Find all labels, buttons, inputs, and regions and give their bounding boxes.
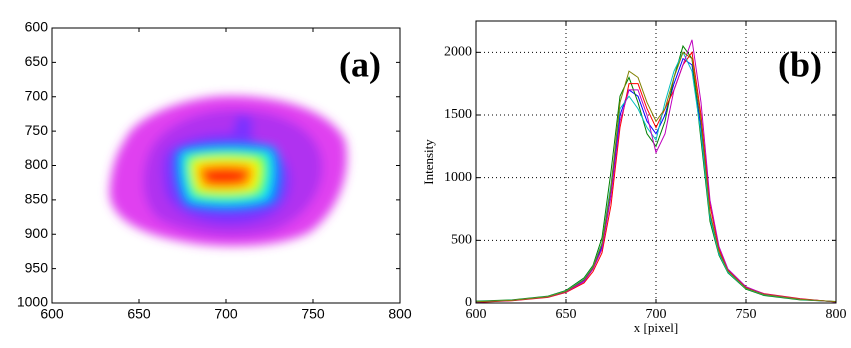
line-series [475,51,837,303]
x-axis-label: x [pixel] [634,320,678,335]
y-tick-label: 850 [25,191,49,207]
y-tick-label: 900 [25,225,49,241]
x-tick-label: 700 [646,307,667,322]
y-axis-label: Intensity [421,139,436,185]
y-tick-label: 600 [25,19,49,35]
y-tick-label: 1000 [17,294,48,310]
plot-frame [51,27,401,304]
x-tick-label: 800 [826,307,847,322]
x-tick-label: 650 [556,307,577,322]
x-tick-label: 600 [466,307,487,322]
panel: 600 650 700 750 800 600 650 700 750 800 850 900 950 1… [17,19,412,322]
y-tick-label: 2000 [444,45,472,60]
x-tick-label: 750 [301,306,325,322]
panel-label: (a) [339,44,381,84]
y-tick-label: 0 [465,295,472,310]
x-tick-label: 700 [214,306,238,322]
y-tick-label: 500 [451,233,472,248]
y-tick-label: 1000 [444,170,472,185]
y-tick-label: 700 [25,87,49,103]
line-series [475,39,837,303]
heatmap-image [109,95,347,247]
panel-label: (b) [778,44,822,84]
y-tick-label: 1500 [444,107,472,122]
x-tick-label: 600 [40,306,64,322]
x-tick-label: 800 [388,306,412,322]
y-tick-label: 650 [25,53,49,69]
x-tick-label: 650 [127,306,151,322]
panel: 600 650 700 750 800 0 500 1000 1500 2000 (b) x [pix… [421,20,847,335]
x-tick-label: 750 [736,307,757,322]
y-tick-label: 750 [25,122,49,138]
y-tick-label: 950 [25,259,49,275]
y-tick-label: 800 [25,156,49,172]
plot-frame [475,20,837,304]
